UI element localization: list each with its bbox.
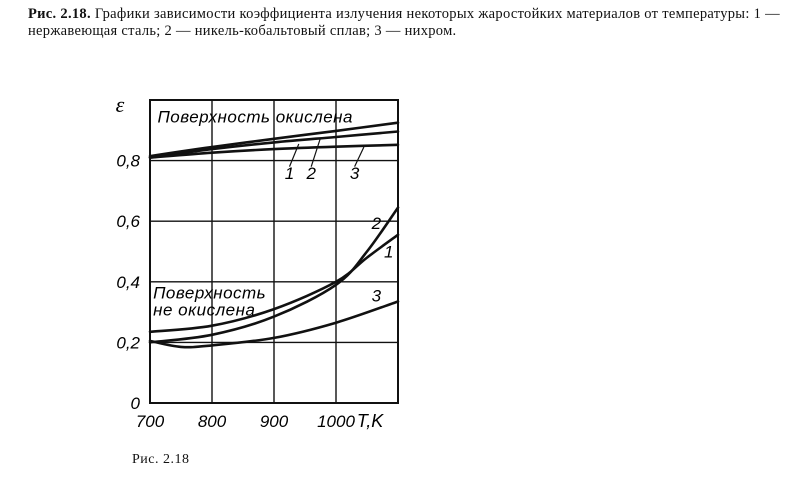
y-tick-label: 0,4 bbox=[116, 273, 140, 292]
x-axis-label: T,K bbox=[357, 411, 384, 431]
series-line-non-oxidized-1 bbox=[148, 233, 400, 334]
caption-label: Рис. 2.18. bbox=[28, 6, 91, 22]
annotation-oxidized: Поверхность окислена bbox=[157, 108, 353, 127]
series-label: 3 bbox=[372, 286, 382, 305]
annotation-not-oxidized: не окислена bbox=[153, 301, 255, 320]
grid bbox=[149, 99, 399, 404]
series-label: 2 bbox=[371, 214, 382, 233]
y-axis-label: ε bbox=[116, 92, 125, 117]
series-line-non-oxidized-2 bbox=[148, 206, 400, 344]
y-tick-label: 0 bbox=[131, 394, 141, 413]
series-line-oxidized-1 bbox=[148, 130, 400, 159]
figure-label: Рис. 2.18 bbox=[132, 452, 190, 467]
series-lines bbox=[148, 121, 400, 349]
y-tick-label: 0,8 bbox=[116, 152, 140, 171]
x-tick-label: 900 bbox=[260, 412, 289, 431]
leader-line bbox=[354, 146, 365, 167]
series-line-oxidized-2 bbox=[148, 121, 400, 158]
x-tick-label: 800 bbox=[198, 412, 227, 431]
caption-text: Графики зависимости коэффициента излучен… bbox=[28, 6, 780, 39]
series-label: 1 bbox=[384, 243, 393, 262]
x-tick-label: 700 bbox=[136, 412, 165, 431]
y-tick-label: 0,6 bbox=[116, 212, 140, 231]
leader-line bbox=[288, 143, 300, 167]
leader-line bbox=[310, 137, 322, 167]
figure-caption: Рис. 2.18. Графики зависимости коэффицие… bbox=[28, 6, 788, 40]
x-tick-label: 1000 bbox=[317, 412, 355, 431]
series-label: 3 bbox=[350, 164, 360, 183]
y-tick-label: 0,2 bbox=[116, 333, 140, 352]
series-label: 1 bbox=[285, 164, 294, 183]
labels: 700 800 900 1000 0 0,2 0,4 0,6 0,8 T,K ε Поверхност… bbox=[116, 92, 394, 431]
annotation-surface: Поверхность bbox=[153, 283, 266, 302]
series-line-non-oxidized-3 bbox=[148, 300, 400, 349]
series-label: 2 bbox=[305, 164, 316, 183]
series-line-oxidized-3 bbox=[148, 143, 400, 159]
